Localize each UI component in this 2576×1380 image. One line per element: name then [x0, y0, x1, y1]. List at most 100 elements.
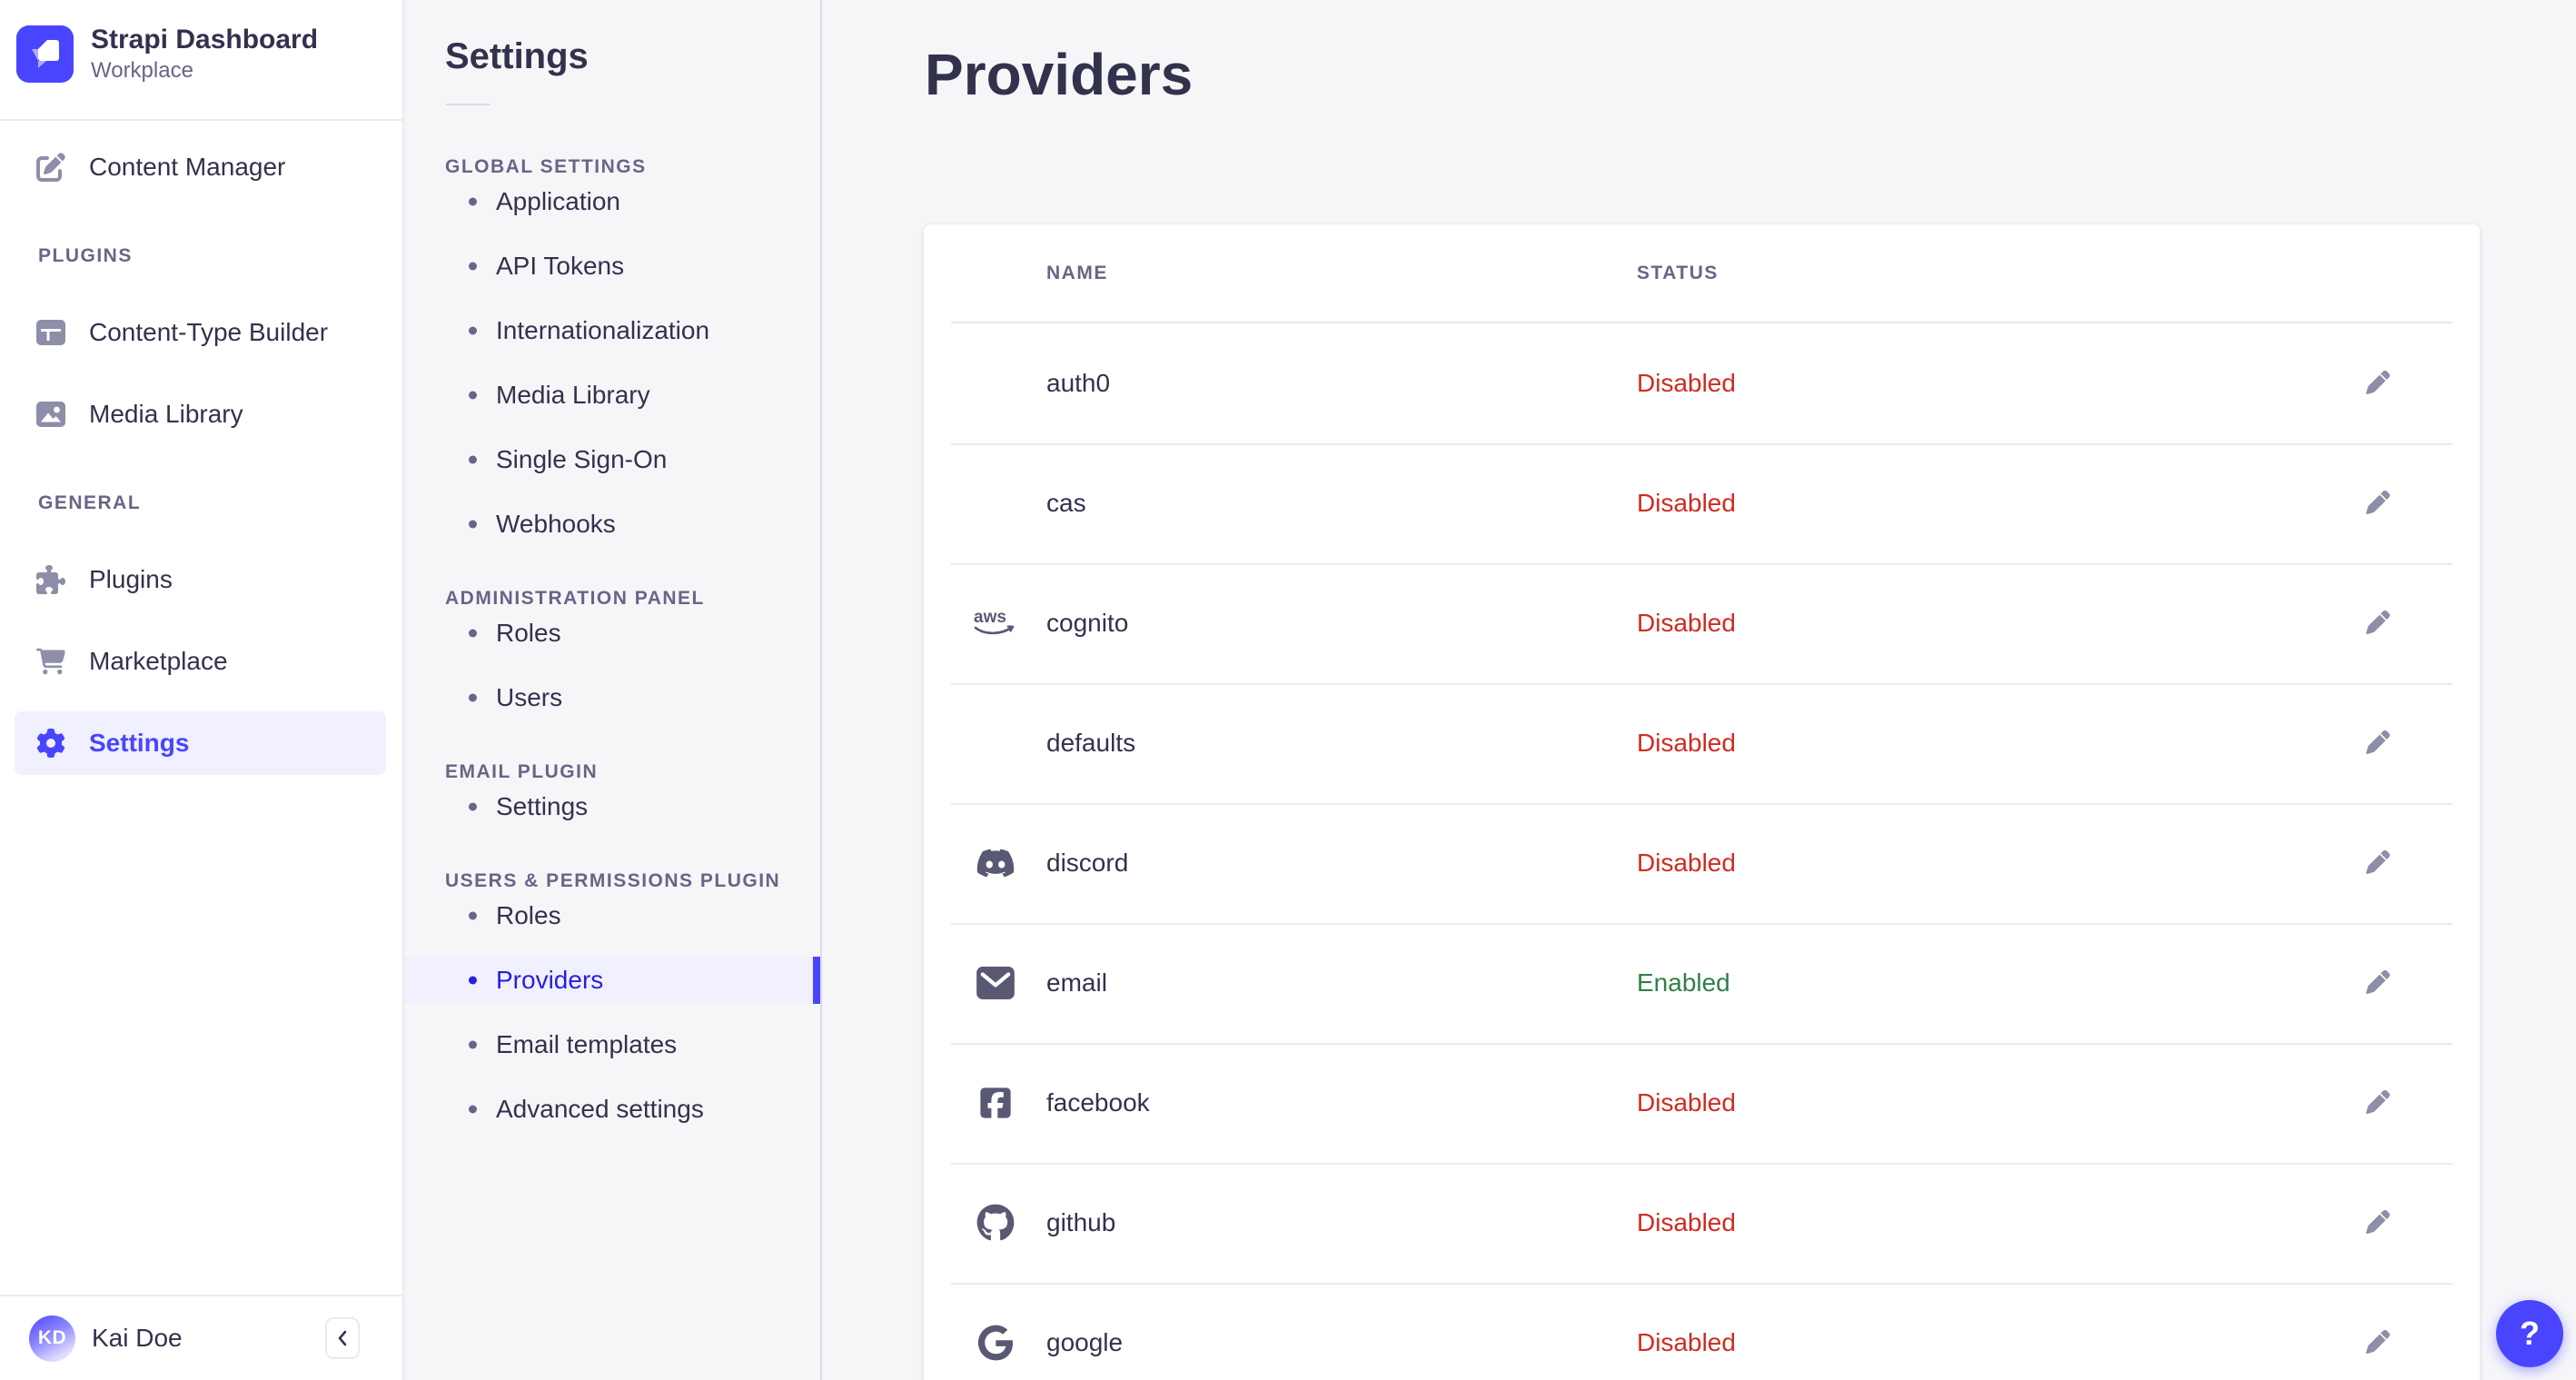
strapi-logo-icon	[16, 25, 74, 83]
subnav-item-internationalization[interactable]: Internationalization	[404, 307, 820, 354]
table-header: NAME STATUS	[924, 224, 2480, 322]
subnav-item-label: Users	[496, 683, 563, 711]
bullet-icon	[469, 693, 477, 702]
edit-button[interactable]	[2356, 841, 2400, 885]
table-row-discord[interactable]: discord Disabled	[924, 803, 2480, 923]
puzzle-icon	[36, 565, 65, 594]
table-row-cas[interactable]: cas Disabled	[924, 443, 2480, 563]
subnav-item-label: Webhooks	[496, 510, 616, 538]
image-icon	[36, 400, 65, 429]
edit-button[interactable]	[2356, 721, 2400, 765]
table-row-github[interactable]: github Disabled	[924, 1163, 2480, 1283]
pen-square-icon	[36, 153, 65, 182]
status-badge: Disabled	[1637, 1208, 1736, 1236]
subnav-item-settings[interactable]: Settings	[404, 783, 820, 830]
sidebar-item-settings[interactable]: Settings	[15, 711, 386, 775]
table-row-auth0[interactable]: auth0 Disabled	[924, 323, 2480, 443]
subnav-item-api-tokens[interactable]: API Tokens	[404, 243, 820, 290]
bullet-icon	[469, 1105, 477, 1114]
user-name: Kai Doe	[92, 1324, 183, 1352]
bullet-icon	[469, 262, 477, 271]
subnav-item-single-sign-on[interactable]: Single Sign-On	[404, 436, 820, 483]
pencil-icon	[2366, 370, 2390, 397]
subnav-item-media-library[interactable]: Media Library	[404, 372, 820, 419]
subnav-section-label: USERS & PERMISSIONS PLUGIN	[445, 870, 781, 891]
subnav-item-label: Single Sign-On	[496, 445, 668, 473]
table-row-defaults[interactable]: defaults Disabled	[924, 683, 2480, 803]
main-content: Providers NAME STATUS auth0 Disabled cas Di…	[822, 0, 2576, 1380]
sidebar-item-marketplace[interactable]: Marketplace	[15, 630, 386, 693]
edit-button[interactable]	[2356, 601, 2400, 645]
pencil-icon	[2366, 610, 2390, 637]
sidebar-item-plugins[interactable]: Plugins	[15, 548, 386, 611]
subnav-item-email-templates[interactable]: Email templates	[404, 1021, 820, 1068]
bullet-icon	[469, 629, 477, 638]
sidebar-item-content-type-builder[interactable]: Content-Type Builder	[15, 301, 386, 364]
edit-button[interactable]	[2356, 1081, 2400, 1125]
pencil-icon	[2366, 730, 2390, 757]
subnav-item-label: Email templates	[496, 1030, 678, 1058]
collapse-sidebar-button[interactable]	[325, 1317, 360, 1359]
sidebar-item-content-manager[interactable]: Content Manager	[15, 135, 386, 199]
bullet-icon	[469, 520, 477, 529]
svg-text:aws: aws	[974, 608, 1006, 627]
status-badge: Disabled	[1637, 489, 1736, 517]
table-row-google[interactable]: google Disabled	[924, 1283, 2480, 1380]
status-badge: Disabled	[1637, 609, 1736, 637]
subnav-item-webhooks[interactable]: Webhooks	[404, 501, 820, 548]
edit-button[interactable]	[2356, 961, 2400, 1005]
subnav-item-label: Media Library	[496, 381, 650, 409]
subnav-section-global-settings: GLOBAL SETTINGS Application API Tokens Inte…	[404, 156, 820, 548]
sidebar-item-label: Settings	[89, 729, 190, 757]
subnav-item-label: Advanced settings	[496, 1095, 704, 1123]
table-row-cognito[interactable]: aws cognito Disabled	[924, 563, 2480, 683]
subnav-item-users[interactable]: Users	[404, 674, 820, 721]
edit-button[interactable]	[2356, 1321, 2400, 1365]
sidebar-nav: Content Manager PLUGINS Content-Type Build…	[0, 121, 402, 775]
subnav-item-label: Settings	[496, 792, 589, 820]
chevron-left-icon	[338, 1330, 347, 1346]
provider-name: github	[1046, 1208, 1116, 1236]
table-row-email[interactable]: email Enabled	[924, 923, 2480, 1043]
edit-button[interactable]	[2356, 362, 2400, 405]
column-header-name: NAME	[1046, 262, 1108, 283]
bullet-icon	[469, 802, 477, 811]
github-icon	[969, 1202, 1022, 1244]
subnav-item-application[interactable]: Application	[404, 178, 820, 225]
sidebar-section-label-general: GENERAL	[38, 492, 142, 513]
sidebar-item-media-library[interactable]: Media Library	[15, 382, 386, 446]
provider-name: discord	[1046, 849, 1129, 877]
workspace-header[interactable]: Strapi Dashboard Workplace	[0, 0, 402, 121]
user-profile[interactable]: KD Kai Doe	[0, 1295, 402, 1380]
pencil-icon	[2366, 969, 2390, 997]
edit-button[interactable]	[2356, 482, 2400, 525]
bullet-icon	[469, 326, 477, 335]
sidebar-item-label: Content Manager	[89, 153, 286, 181]
subnav-item-providers[interactable]: Providers	[404, 957, 820, 1004]
sidebar: Strapi Dashboard Workplace Content Manag…	[0, 0, 404, 1380]
subnav-item-label: Application	[496, 187, 620, 215]
subnav-section-label: EMAIL PLUGIN	[445, 761, 599, 782]
edit-button[interactable]	[2356, 1201, 2400, 1245]
pencil-icon	[2366, 1209, 2390, 1236]
provider-name: email	[1046, 968, 1107, 997]
status-badge: Disabled	[1637, 1088, 1736, 1117]
bullet-icon	[469, 391, 477, 400]
subnav-section-users-permissions-plugin: USERS & PERMISSIONS PLUGIN Roles Providers…	[404, 870, 820, 1133]
subnav-item-roles[interactable]: Roles	[404, 892, 820, 939]
workspace-subtitle: Workplace	[91, 58, 193, 83]
provider-name: cas	[1046, 489, 1086, 517]
status-badge: Disabled	[1637, 729, 1736, 757]
help-button[interactable]: ?	[2496, 1300, 2563, 1367]
header-divider	[951, 322, 2452, 323]
avatar: KD	[29, 1315, 75, 1362]
table-row-facebook[interactable]: facebook Disabled	[924, 1043, 2480, 1163]
subnav-item-advanced-settings[interactable]: Advanced settings	[404, 1086, 820, 1133]
sidebar-item-label: Marketplace	[89, 647, 228, 675]
status-badge: Disabled	[1637, 369, 1736, 397]
gear-icon	[36, 729, 65, 758]
providers-table-card: NAME STATUS auth0 Disabled cas Disabled aws c…	[924, 224, 2480, 1380]
subnav-item-label: Roles	[496, 901, 561, 929]
subnav-item-roles[interactable]: Roles	[404, 610, 820, 657]
